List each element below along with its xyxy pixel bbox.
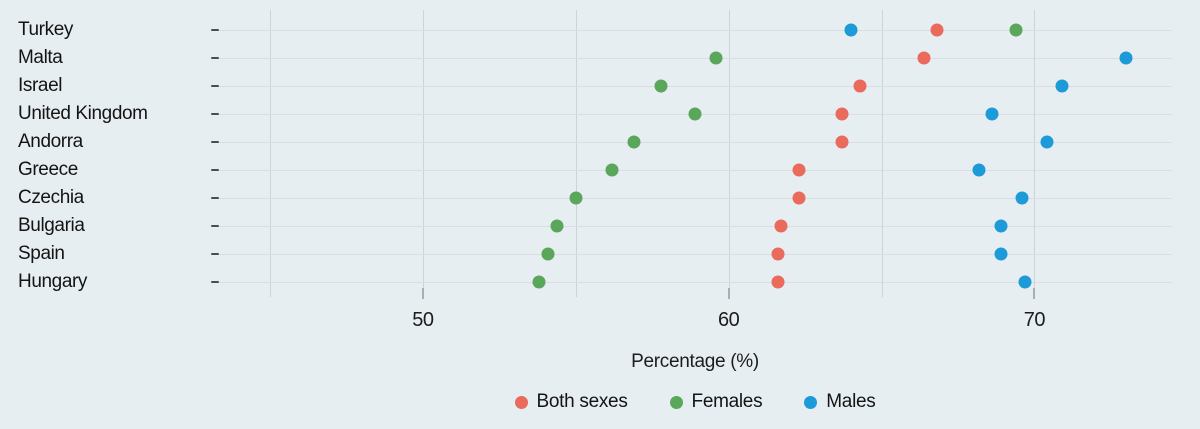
category-tick [211, 84, 219, 87]
category-label: United Kingdom [18, 102, 148, 124]
category-label: Bulgaria [18, 214, 85, 236]
data-point-females [688, 107, 702, 121]
data-point-males [1018, 275, 1032, 289]
data-point-females [550, 219, 564, 233]
x-axis-tick [421, 288, 424, 299]
category-label: Czechia [18, 186, 84, 208]
row-gridline [218, 57, 1172, 59]
x-gridline [728, 10, 730, 297]
category-label: Turkey [18, 19, 73, 40]
category-tick [211, 280, 219, 283]
category-tick [211, 168, 219, 171]
row-gridline [218, 253, 1172, 255]
category-label: Spain [18, 242, 65, 264]
category-tick [211, 29, 219, 31]
data-point-males [972, 163, 986, 177]
data-point-both-sexes [771, 275, 785, 289]
category-tick [211, 140, 219, 143]
data-point-males [994, 219, 1008, 233]
category-tick [211, 56, 219, 59]
data-point-both-sexes [835, 107, 849, 121]
data-point-males [1015, 191, 1029, 205]
x-axis-tick [1033, 288, 1036, 299]
category-label: Andorra [18, 130, 83, 152]
category-label: Hungary [18, 270, 88, 292]
data-point-females [532, 275, 546, 289]
data-point-males [994, 247, 1008, 261]
legend-item-both-sexes: Both sexes [514, 391, 628, 413]
row-gridline [218, 141, 1172, 143]
data-point-females [654, 79, 668, 93]
data-point-both-sexes [771, 247, 785, 261]
data-point-both-sexes [792, 191, 806, 205]
row-gridline [218, 281, 1172, 283]
category-label: Greece [18, 158, 78, 180]
data-point-males [1119, 51, 1133, 65]
category-tick [211, 252, 219, 255]
legend-marker-icon [669, 395, 683, 409]
x-axis-tick-label: 60 [718, 309, 740, 331]
legend-label: Both sexes [536, 391, 628, 412]
x-gridline [269, 10, 271, 297]
data-point-females [627, 135, 641, 149]
x-gridline [422, 10, 424, 297]
data-point-males [985, 107, 999, 121]
legend-item-females: Females [669, 391, 763, 413]
x-gridline [1034, 10, 1036, 297]
category-label: Malta [18, 46, 63, 68]
x-axis-title: Percentage (%) [631, 351, 759, 372]
x-axis-tick [727, 288, 730, 299]
data-point-females [569, 191, 583, 205]
data-point-both-sexes [835, 135, 849, 149]
row-gridline [218, 197, 1172, 199]
x-gridline [575, 10, 577, 297]
legend-marker-icon [804, 395, 818, 409]
row-gridline [218, 85, 1172, 87]
legend: Both sexes Females Males [218, 391, 1172, 413]
data-point-females [1009, 23, 1023, 37]
row-gridline [218, 169, 1172, 171]
data-point-males [1055, 79, 1069, 93]
data-point-females [709, 51, 723, 65]
row-gridline [218, 30, 1172, 31]
data-point-males [844, 23, 858, 37]
data-point-females [605, 163, 619, 177]
x-axis-tick-label: 50 [412, 309, 434, 331]
data-point-females [541, 247, 555, 261]
legend-item-males: Males [804, 391, 876, 413]
data-point-both-sexes [792, 163, 806, 177]
data-point-both-sexes [853, 79, 867, 93]
data-point-both-sexes [930, 23, 944, 37]
data-point-both-sexes [917, 51, 931, 65]
category-label: Israel [18, 74, 63, 96]
category-tick [211, 224, 219, 227]
data-point-males [1040, 135, 1054, 149]
legend-marker-icon [514, 395, 528, 409]
x-gridline [881, 10, 883, 297]
data-point-both-sexes [774, 219, 788, 233]
x-axis-tick-label: 70 [1023, 309, 1046, 331]
category-tick [211, 112, 219, 115]
category-tick [211, 196, 219, 199]
legend-label: Females [691, 391, 763, 412]
row-gridline [218, 225, 1172, 227]
legend-label: Males [826, 391, 876, 412]
